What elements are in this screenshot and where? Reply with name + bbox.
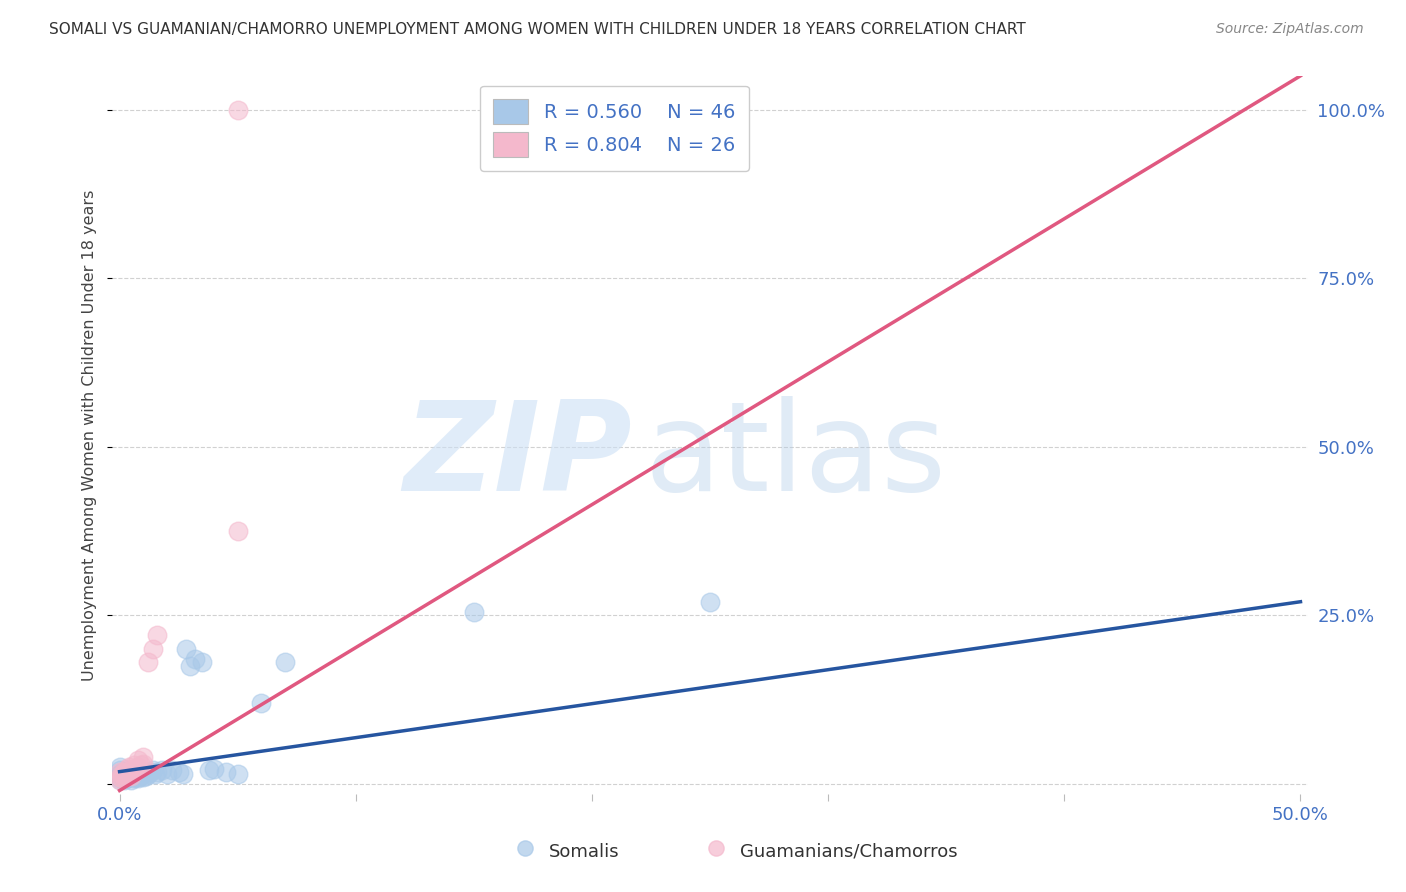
Point — [127, 760, 149, 774]
Point — [115, 766, 138, 780]
Point — [139, 764, 162, 779]
Point — [127, 753, 149, 767]
Point — [132, 770, 155, 784]
Point — [191, 656, 214, 670]
Point — [111, 766, 134, 780]
Point — [120, 764, 142, 778]
Y-axis label: Unemployment Among Women with Children Under 18 years: Unemployment Among Women with Children U… — [82, 189, 97, 681]
Point — [127, 766, 149, 780]
Point — [122, 766, 145, 780]
Point — [143, 766, 166, 780]
Point — [129, 757, 152, 772]
Point — [108, 766, 131, 780]
Point — [132, 764, 155, 779]
Point — [111, 772, 134, 786]
Point — [172, 766, 194, 780]
Point — [115, 769, 138, 783]
Point — [215, 764, 238, 779]
Point — [174, 641, 197, 656]
Point — [108, 770, 131, 784]
Point — [226, 524, 249, 538]
Point — [118, 760, 141, 774]
Point — [125, 770, 148, 784]
Point — [108, 764, 131, 779]
Point — [108, 770, 131, 784]
Point — [135, 769, 157, 783]
Point — [115, 762, 138, 776]
Point — [112, 770, 135, 784]
Point — [108, 769, 131, 783]
Point — [120, 769, 142, 783]
Point — [142, 641, 165, 656]
Point — [150, 764, 173, 778]
Point — [167, 764, 190, 779]
Point — [179, 658, 201, 673]
Point — [142, 764, 165, 778]
Point — [250, 696, 273, 710]
Legend: R = 0.560    N = 46, R = 0.804    N = 26: R = 0.560 N = 46, R = 0.804 N = 26 — [479, 86, 749, 170]
Text: Somalis: Somalis — [548, 843, 619, 861]
Point — [127, 772, 149, 786]
Point — [129, 769, 152, 783]
Point — [112, 773, 135, 788]
Point — [115, 772, 138, 786]
Point — [136, 656, 159, 670]
Point — [160, 764, 183, 778]
Point — [125, 764, 148, 778]
Point — [136, 766, 159, 780]
Point — [198, 764, 221, 778]
Point — [112, 769, 135, 783]
Point — [108, 773, 131, 788]
Text: atlas: atlas — [644, 396, 946, 516]
Point — [146, 764, 169, 779]
Point — [146, 628, 169, 642]
Point — [108, 773, 131, 788]
Point — [226, 103, 249, 117]
Point — [132, 756, 155, 771]
Point — [118, 766, 141, 780]
Point — [274, 656, 297, 670]
Point — [122, 772, 145, 786]
Point — [120, 764, 142, 779]
Text: Guamanians/Chamorros: Guamanians/Chamorros — [740, 843, 957, 861]
Text: SOMALI VS GUAMANIAN/CHAMORRO UNEMPLOYMENT AMONG WOMEN WITH CHILDREN UNDER 18 YEA: SOMALI VS GUAMANIAN/CHAMORRO UNEMPLOYMEN… — [49, 22, 1026, 37]
Point — [108, 760, 131, 774]
Point — [120, 769, 142, 783]
Point — [108, 772, 131, 786]
Text: Source: ZipAtlas.com: Source: ZipAtlas.com — [1216, 22, 1364, 37]
Text: ZIP: ZIP — [404, 396, 633, 516]
Point — [699, 595, 721, 609]
Point — [112, 764, 135, 779]
Point — [108, 764, 131, 778]
Point — [122, 757, 145, 772]
Point — [463, 605, 485, 619]
Point — [122, 764, 145, 779]
Point — [120, 773, 142, 788]
Point — [184, 652, 207, 666]
Point — [132, 749, 155, 764]
Point — [226, 766, 249, 780]
Point — [202, 762, 225, 776]
Point — [118, 770, 141, 784]
Point — [156, 766, 179, 780]
